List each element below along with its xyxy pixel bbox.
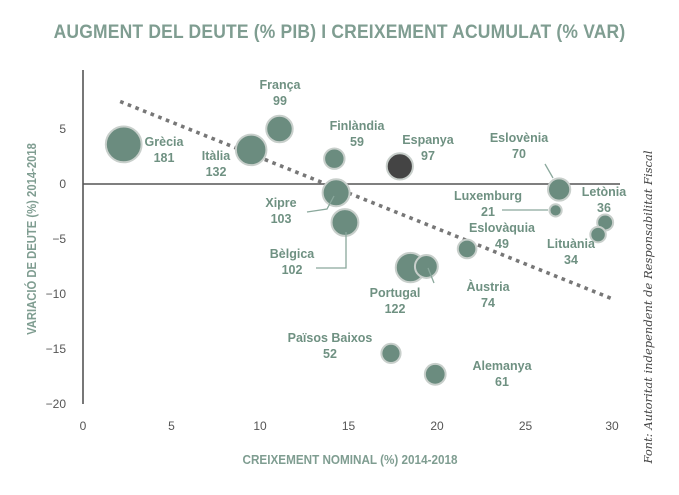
- x-tick-label: 25: [519, 419, 533, 433]
- bubble-eslovàquia: [456, 238, 478, 260]
- label-lituània: Lituània: [547, 237, 596, 251]
- x-tick-label: 5: [168, 419, 175, 433]
- bubble-finlàndia: [323, 147, 346, 170]
- label-itàlia: Itàlia: [202, 149, 232, 163]
- x-tick-label: 30: [605, 419, 619, 433]
- label-eslovàquia: Eslovàquia: [469, 221, 536, 235]
- leader-line: [544, 163, 554, 179]
- value-espanya: 97: [421, 149, 435, 163]
- value-eslovàquia: 49: [495, 237, 509, 251]
- label-portugal: Portugal: [370, 286, 421, 300]
- leader-line: [316, 232, 347, 269]
- y-tick-label: 0: [59, 177, 66, 191]
- label-grècia: Grècia: [145, 135, 185, 149]
- label-alemanya: Alemanya: [472, 359, 532, 373]
- label-luxemburg: Luxemburg: [454, 189, 522, 203]
- label-bèlgica: Bèlgica: [270, 247, 316, 261]
- y-tick-label: −15: [46, 342, 67, 356]
- x-tick-label: 15: [342, 419, 356, 433]
- label-frança: França: [260, 78, 302, 92]
- value-lituània: 34: [564, 253, 578, 267]
- label-letònia: Letònia: [582, 185, 627, 199]
- bubble-luxemburg: [548, 203, 563, 218]
- bubble-països-baixos: [380, 342, 402, 364]
- bubble-frança: [265, 114, 294, 144]
- bubble-xipre: [321, 178, 351, 208]
- value-portugal: 122: [385, 302, 406, 316]
- bubble-bèlgica: [330, 208, 360, 237]
- value-àustria: 74: [481, 296, 495, 310]
- x-tick-label: 20: [430, 419, 444, 433]
- value-finlàndia: 59: [350, 135, 364, 149]
- bubble-eslovènia: [547, 177, 572, 202]
- y-tick-label: 5: [59, 122, 66, 136]
- value-frança: 99: [273, 94, 287, 108]
- leader-line: [306, 195, 335, 213]
- label-països-baixos: Països Baixos: [288, 331, 373, 345]
- label-àustria: Àustria: [466, 279, 510, 294]
- x-axis-label: CREIXEMENT NOMINAL (%) 2014-2018: [242, 452, 458, 467]
- value-letònia: 36: [597, 201, 611, 215]
- value-itàlia: 132: [206, 165, 227, 179]
- bubble-grècia: [104, 125, 143, 164]
- label-espanya: Espanya: [402, 133, 454, 147]
- label-finlàndia: Finlàndia: [330, 119, 386, 133]
- bubble-àustria: [413, 254, 439, 279]
- value-grècia: 181: [154, 151, 175, 165]
- y-tick-label: −20: [46, 397, 67, 411]
- x-tick-label: 10: [253, 419, 267, 433]
- x-tick-label: 0: [80, 419, 87, 433]
- value-eslovènia: 70: [512, 147, 526, 161]
- y-tick-label: −5: [52, 232, 66, 246]
- value-alemanya: 61: [495, 375, 509, 389]
- label-xipre: Xipre: [265, 196, 296, 210]
- y-tick-label: −10: [46, 287, 67, 301]
- bubble-alemanya: [423, 362, 447, 386]
- value-xipre: 103: [271, 212, 292, 226]
- label-eslovènia: Eslovènia: [490, 131, 549, 145]
- bubble-itàlia: [234, 133, 268, 167]
- value-països-baixos: 52: [323, 347, 337, 361]
- trendline: [119, 99, 615, 302]
- value-luxemburg: 21: [481, 205, 495, 219]
- chart-title: AUGMENT DEL DEUTE (% PIB) I CREIXEMENT A…: [53, 22, 626, 43]
- bubble-lituània: [589, 225, 607, 244]
- bubble-espanya: [385, 152, 414, 181]
- value-bèlgica: 102: [282, 263, 303, 277]
- leader-line: [427, 267, 435, 284]
